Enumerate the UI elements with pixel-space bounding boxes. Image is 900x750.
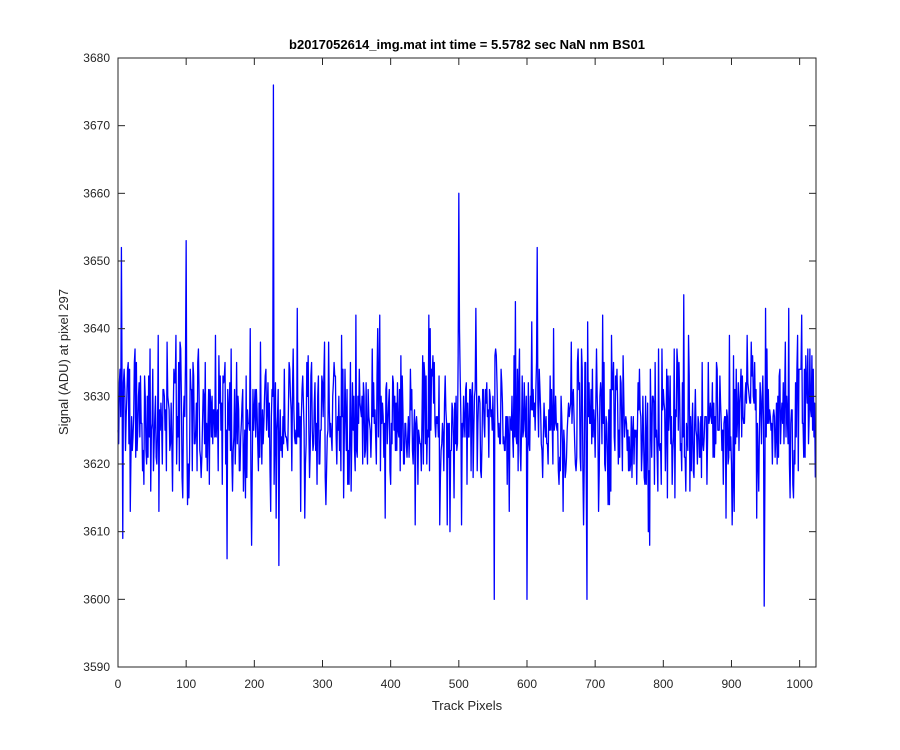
x-tick-label: 700: [585, 677, 605, 691]
x-tick-label: 0: [115, 677, 122, 691]
x-tick-label: 200: [244, 677, 264, 691]
plot-frame: [117, 57, 817, 668]
chart-title: b2017052614_img.mat int time = 5.5782 se…: [289, 37, 645, 52]
x-tick-label: 1000: [786, 677, 813, 691]
series-group: [117, 84, 816, 607]
y-tick-label: 3640: [83, 322, 110, 336]
x-tick-label: 100: [176, 677, 196, 691]
y-tick-label: 3660: [83, 186, 110, 200]
x-tick-label: 900: [721, 677, 741, 691]
x-tick-label: 800: [653, 677, 673, 691]
plot-area: [118, 58, 816, 667]
y-tick-label: 3620: [83, 457, 110, 471]
x-tick-label: 400: [381, 677, 401, 691]
x-axis-label: Track Pixels: [432, 698, 503, 713]
y-tick-label: 3610: [83, 525, 110, 539]
x-axis: 0 100 200 300 400 500 600 700 800 900 1000: [115, 58, 813, 691]
y-tick-label: 3630: [83, 389, 110, 403]
y-axis: 3590 3600 3610 3620 3630 3640 3650 3660 3670 3680: [83, 51, 816, 674]
x-tick-label: 600: [517, 677, 537, 691]
y-tick-label: 3600: [83, 592, 110, 606]
y-tick-label: 3650: [83, 254, 110, 268]
series-line: [117, 84, 816, 607]
y-tick-label: 3590: [83, 660, 110, 674]
y-tick-label: 3680: [83, 51, 110, 65]
x-tick-label: 300: [312, 677, 332, 691]
x-tick-label: 500: [449, 677, 469, 691]
y-axis-label: Signal (ADU) at pixel 297: [56, 289, 71, 435]
y-tick-label: 3670: [83, 119, 110, 133]
